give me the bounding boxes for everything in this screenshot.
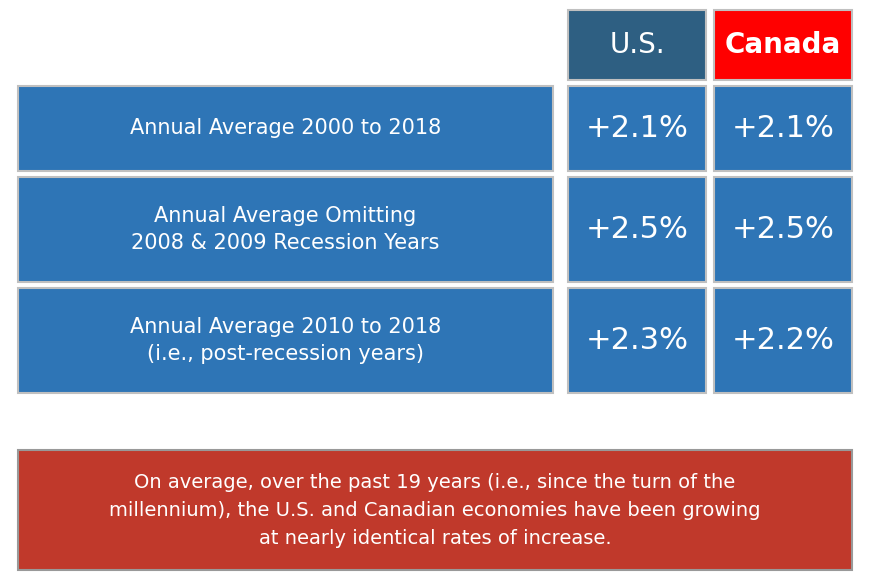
Text: Annual Average 2000 to 2018: Annual Average 2000 to 2018 (129, 119, 441, 139)
Text: On average, over the past 19 years (i.e., since the turn of the
millennium), the: On average, over the past 19 years (i.e.… (109, 473, 760, 547)
FancyBboxPatch shape (713, 288, 851, 393)
FancyBboxPatch shape (567, 177, 705, 282)
FancyBboxPatch shape (18, 450, 851, 570)
Text: +2.5%: +2.5% (731, 215, 833, 244)
FancyBboxPatch shape (713, 177, 851, 282)
FancyBboxPatch shape (713, 86, 851, 171)
Text: Annual Average Omitting
2008 & 2009 Recession Years: Annual Average Omitting 2008 & 2009 Rece… (131, 206, 439, 253)
Text: +2.1%: +2.1% (585, 114, 687, 143)
FancyBboxPatch shape (567, 288, 705, 393)
Text: +2.2%: +2.2% (731, 326, 833, 355)
FancyBboxPatch shape (567, 10, 705, 80)
Text: +2.3%: +2.3% (585, 326, 687, 355)
Text: Annual Average 2010 to 2018
(i.e., post-recession years): Annual Average 2010 to 2018 (i.e., post-… (129, 318, 441, 364)
Text: Canada: Canada (724, 31, 840, 59)
Text: +2.1%: +2.1% (731, 114, 833, 143)
Text: U.S.: U.S. (608, 31, 664, 59)
Text: +2.5%: +2.5% (585, 215, 687, 244)
FancyBboxPatch shape (713, 10, 851, 80)
FancyBboxPatch shape (18, 177, 553, 282)
FancyBboxPatch shape (18, 86, 553, 171)
FancyBboxPatch shape (567, 86, 705, 171)
FancyBboxPatch shape (18, 288, 553, 393)
